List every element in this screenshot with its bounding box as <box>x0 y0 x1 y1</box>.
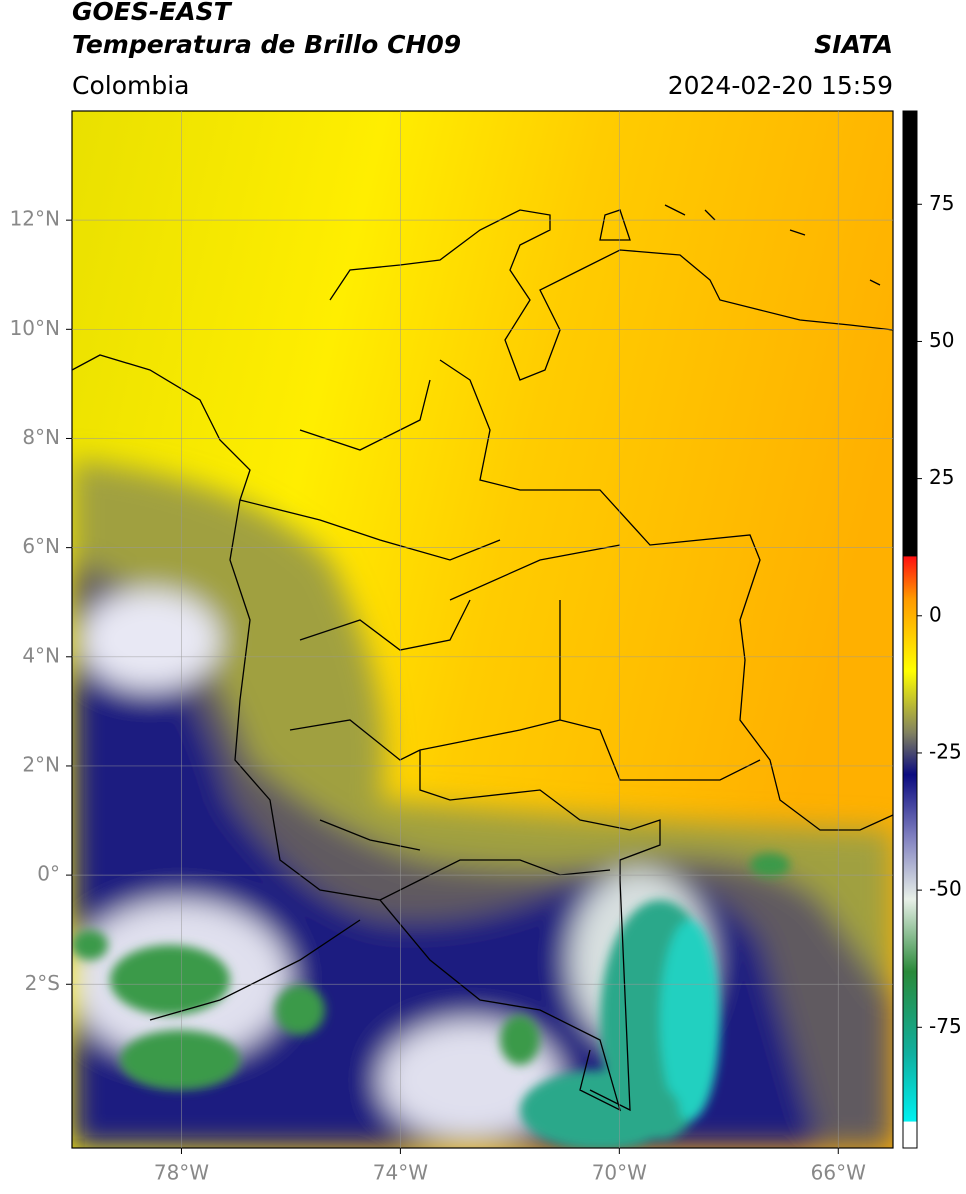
colorbar-tick-label: -75 <box>929 1014 962 1038</box>
lat-tick-label: 10°N <box>10 316 60 340</box>
lon-tick-label: 66°W <box>811 1161 866 1185</box>
lat-tick-label: 2°S <box>25 971 60 995</box>
product: Temperatura de Brillo CH09 <box>72 30 461 59</box>
colorbar-tick-label: 25 <box>929 465 954 489</box>
satellite: GOES-EAST <box>72 0 233 26</box>
datetime: 2024-02-20 15:59 <box>668 71 893 100</box>
map-frame <box>71 110 894 1149</box>
source: SIATA <box>814 30 893 59</box>
region: Colombia <box>72 71 189 100</box>
lon-tick-label: 70°W <box>592 1161 647 1185</box>
colorbar-tick-label: 75 <box>929 191 954 215</box>
satellite-image <box>72 111 893 1148</box>
lat-tick-label: 0° <box>37 862 60 886</box>
colorbar-tick-label: 0 <box>929 602 942 626</box>
lat-tick-label: 4°N <box>22 643 60 667</box>
lat-tick-label: 6°N <box>22 534 60 558</box>
lat-tick-label: 8°N <box>22 425 60 449</box>
colorbar-tick-label: -50 <box>929 877 962 901</box>
colorbar-tick-label: 50 <box>929 328 954 352</box>
colorbar-tick-label: -25 <box>929 739 962 763</box>
lon-tick-label: 74°W <box>373 1161 428 1185</box>
colorbar <box>902 110 918 1149</box>
lon-tick-label: 78°W <box>154 1161 209 1185</box>
lat-tick-label: 12°N <box>10 207 60 231</box>
lat-tick-label: 2°N <box>22 752 60 776</box>
